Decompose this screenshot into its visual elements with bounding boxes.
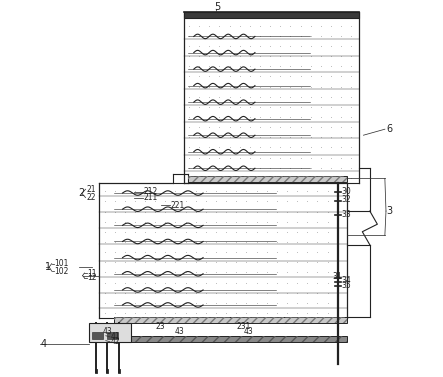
Bar: [188, 176, 347, 182]
Text: 42: 42: [111, 337, 120, 346]
Text: 11: 11: [87, 268, 97, 277]
Text: 102: 102: [54, 267, 69, 276]
Text: 34: 34: [342, 276, 351, 285]
Text: 32: 32: [342, 195, 351, 204]
Text: 231: 231: [237, 322, 251, 331]
Text: 43: 43: [175, 327, 184, 336]
Text: 33: 33: [342, 210, 351, 219]
Bar: [97, 336, 347, 342]
Bar: [184, 12, 358, 18]
Text: 3: 3: [386, 206, 392, 216]
Text: 2: 2: [78, 188, 84, 198]
Text: 6: 6: [386, 124, 392, 134]
Text: 211: 211: [144, 193, 158, 202]
Bar: [89, 323, 131, 342]
Bar: [114, 317, 347, 323]
Bar: [97, 336, 347, 342]
Text: 212: 212: [144, 187, 158, 196]
Text: 35: 35: [342, 281, 351, 290]
Text: 221: 221: [171, 201, 185, 210]
Text: 23: 23: [156, 322, 165, 331]
Text: 1: 1: [45, 262, 51, 272]
Text: 4: 4: [40, 339, 47, 349]
Bar: [188, 176, 347, 182]
Text: 21: 21: [86, 185, 96, 194]
Text: 22: 22: [86, 193, 96, 202]
Text: 43: 43: [102, 327, 112, 336]
Bar: [107, 332, 118, 339]
Text: 41: 41: [111, 333, 120, 341]
Text: 43: 43: [244, 327, 254, 336]
Text: 31: 31: [332, 272, 342, 281]
Bar: [114, 317, 347, 323]
Text: 5: 5: [214, 2, 220, 12]
Bar: [92, 332, 103, 339]
Text: 12: 12: [87, 273, 97, 282]
Text: 30: 30: [342, 187, 351, 196]
Text: 101: 101: [54, 259, 69, 268]
